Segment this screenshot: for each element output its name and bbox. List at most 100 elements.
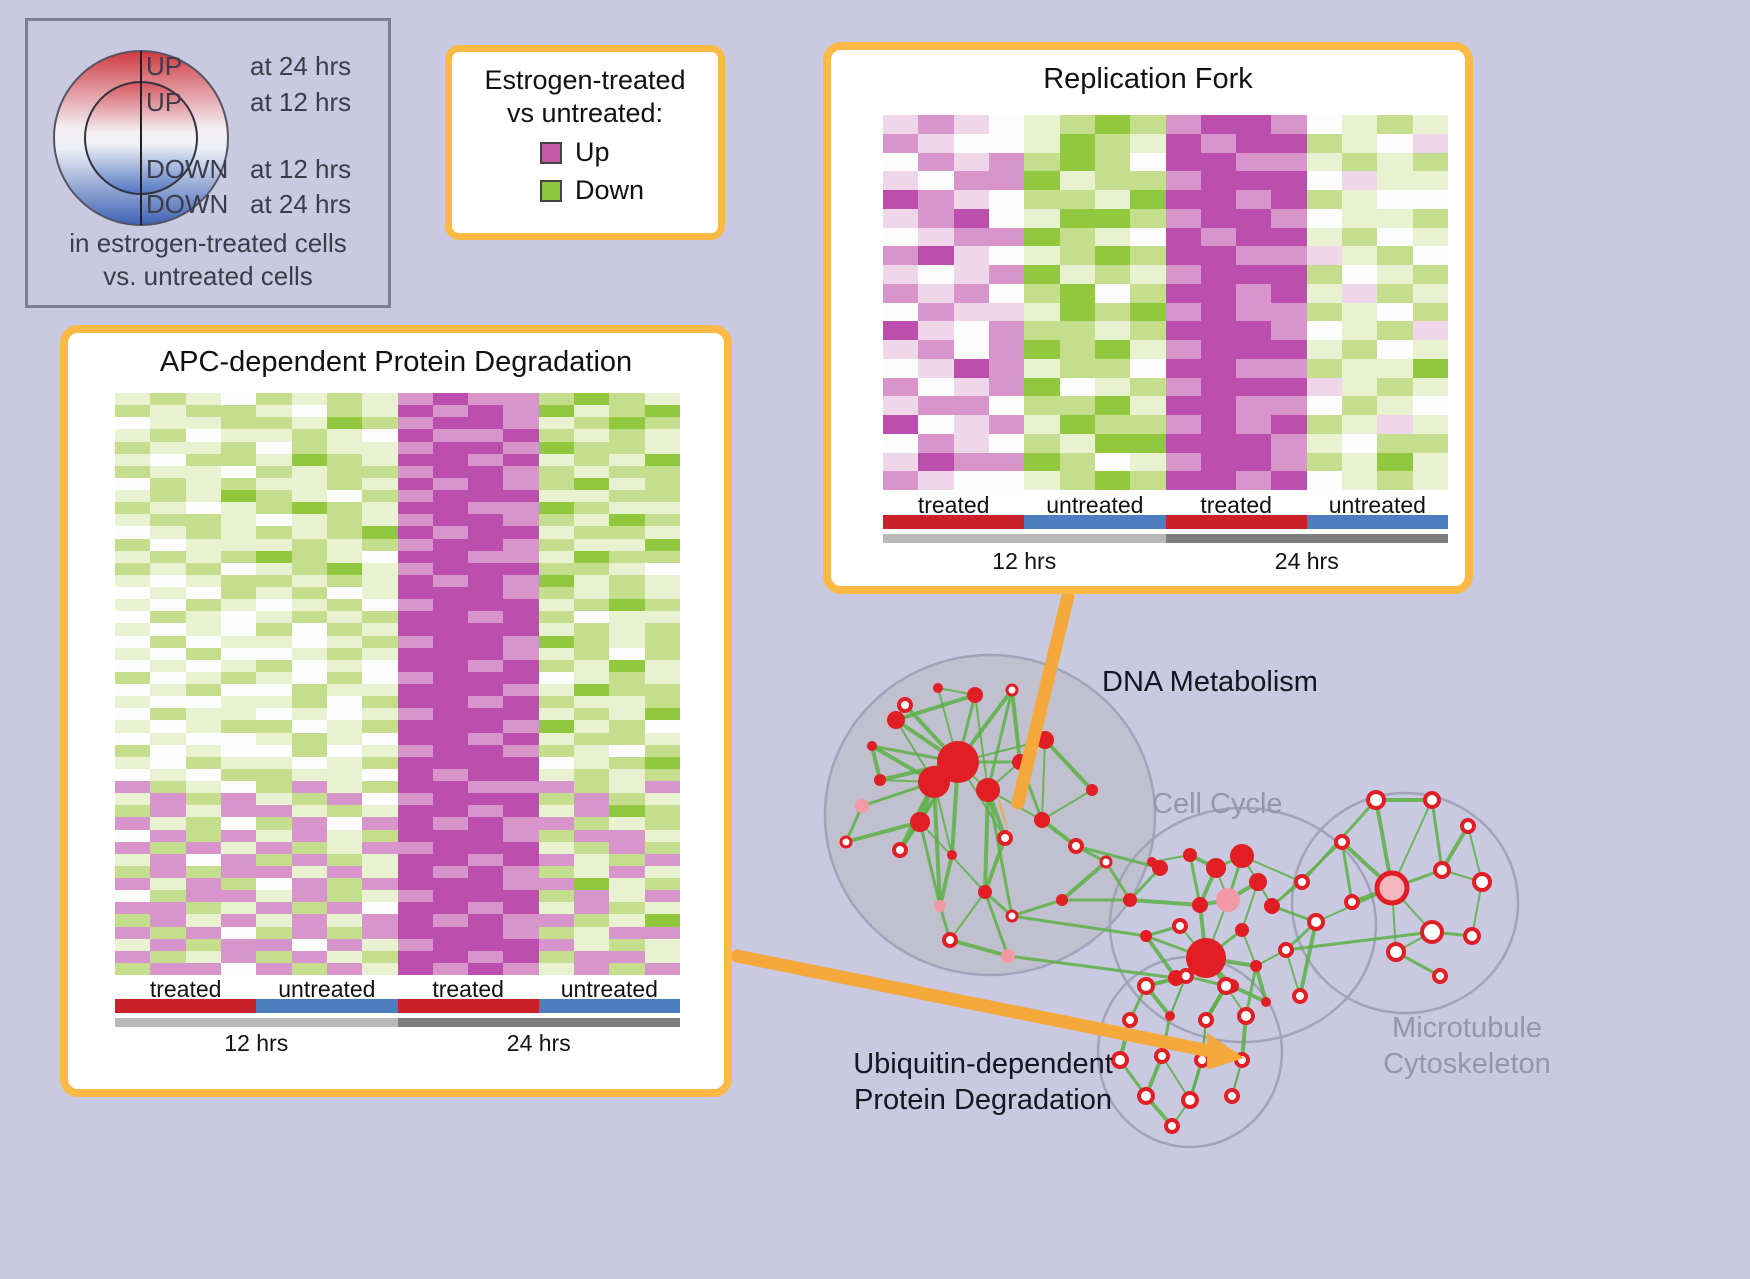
heatmap-cell bbox=[220, 659, 257, 672]
heatmap-cell bbox=[503, 914, 539, 927]
heatmap-cell bbox=[918, 415, 954, 434]
network-node bbox=[1164, 1118, 1180, 1134]
network-edge bbox=[1271, 841, 1343, 907]
heatmap-cell bbox=[432, 465, 469, 478]
heatmap-cell bbox=[362, 599, 398, 612]
heatmap-cell bbox=[150, 865, 186, 878]
network-edge bbox=[986, 688, 1014, 792]
heatmap-cell bbox=[1200, 321, 1237, 340]
heatmap-cell bbox=[609, 429, 645, 442]
heatmap-cell bbox=[115, 659, 151, 672]
heatmap-cell bbox=[1094, 433, 1131, 453]
estrogen-title-line2: vs untreated: bbox=[506, 98, 664, 128]
heatmap-cell bbox=[918, 302, 954, 322]
heatmap-cell bbox=[644, 490, 680, 503]
heatmap-cell bbox=[220, 465, 257, 478]
heatmap-cell bbox=[256, 417, 292, 430]
heatmap-cell bbox=[185, 962, 221, 975]
network-node bbox=[1056, 894, 1068, 906]
heatmap-cell bbox=[574, 781, 610, 794]
heatmap-cell bbox=[1236, 433, 1272, 453]
heatmap-cell bbox=[644, 405, 680, 418]
heatmap-cell bbox=[185, 647, 221, 660]
heatmap-cell bbox=[644, 453, 680, 466]
heatmap-cell bbox=[468, 550, 504, 563]
heatmap-cell bbox=[432, 950, 469, 963]
network-node bbox=[942, 932, 958, 948]
heatmap-cell bbox=[574, 502, 610, 515]
heatmap-cell bbox=[326, 865, 363, 878]
heatmap-cell bbox=[150, 574, 186, 587]
heatmap-cell bbox=[150, 405, 186, 418]
heatmap-cell bbox=[220, 926, 257, 939]
heatmap-cell bbox=[1059, 265, 1095, 284]
heatmap-cell bbox=[574, 708, 610, 721]
heatmap-cell bbox=[503, 635, 539, 648]
heatmap-cell bbox=[574, 732, 610, 745]
heatmap-cell bbox=[468, 962, 504, 975]
heatmap-cell bbox=[468, 805, 504, 818]
heatmap-cell bbox=[115, 744, 151, 757]
heatmap-cell bbox=[918, 396, 954, 415]
heatmap-cell bbox=[1412, 171, 1448, 190]
heatmap-cell bbox=[291, 829, 327, 842]
heatmap-cell bbox=[150, 562, 186, 575]
heatmap-cell bbox=[1130, 433, 1166, 453]
heatmap-cell bbox=[468, 732, 504, 745]
heatmap-cell bbox=[362, 405, 398, 418]
heatmap-cell bbox=[397, 938, 433, 951]
heatmap-cell bbox=[432, 962, 469, 975]
heatmap-cell bbox=[883, 433, 919, 453]
heatmap-cell bbox=[1094, 265, 1131, 284]
heatmap-cell bbox=[432, 793, 469, 806]
heatmap-cell bbox=[115, 865, 151, 878]
heatmap-cell bbox=[1377, 246, 1413, 265]
heatmap-cell bbox=[1130, 115, 1166, 134]
heatmap-cell bbox=[609, 805, 645, 818]
network-edge bbox=[1298, 920, 1318, 998]
heatmap-cell bbox=[291, 441, 327, 454]
heatmap-cell bbox=[503, 647, 539, 660]
legend-line-down-24: DOWN at 24 hrs bbox=[146, 189, 351, 220]
heatmap-cell bbox=[609, 453, 645, 466]
heatmap-cell bbox=[574, 441, 610, 454]
heatmap-cell bbox=[326, 756, 363, 769]
heatmap-cell bbox=[503, 926, 539, 939]
heatmap-cell bbox=[1306, 133, 1343, 153]
heatmap-cell bbox=[883, 227, 919, 247]
heatmap-cell bbox=[1306, 415, 1343, 434]
heatmap-cell bbox=[362, 817, 398, 830]
heatmap-cell bbox=[220, 829, 257, 842]
heatmap-cell bbox=[883, 452, 919, 472]
heatmap-cell bbox=[1059, 246, 1095, 265]
heatmap-cell bbox=[1306, 302, 1343, 322]
heatmap-cell bbox=[1377, 377, 1413, 397]
network-node bbox=[1099, 855, 1113, 869]
heatmap-cell bbox=[150, 635, 186, 648]
heatmap-cell bbox=[1342, 265, 1378, 284]
heatmap-cell bbox=[150, 502, 186, 515]
heatmap-cell bbox=[644, 550, 680, 563]
heatmap-cell bbox=[1236, 377, 1272, 397]
heatmap-cell bbox=[220, 429, 257, 442]
heatmap-cell bbox=[115, 841, 151, 854]
heatmap-cell bbox=[1130, 133, 1166, 153]
heatmap-cell bbox=[397, 696, 433, 709]
heatmap-cell bbox=[1412, 377, 1448, 397]
heatmap-cell bbox=[291, 890, 327, 903]
heatmap-cell bbox=[918, 452, 954, 472]
heatmap-cell bbox=[1165, 133, 1201, 153]
heatmap-cell bbox=[503, 453, 539, 466]
heatmap-cell bbox=[397, 890, 433, 903]
heatmap-cell bbox=[185, 781, 221, 794]
heatmap-cell bbox=[326, 550, 363, 563]
heatmap-cell bbox=[150, 393, 186, 406]
heatmap-cell bbox=[432, 914, 469, 927]
heatmap-cell bbox=[115, 878, 151, 891]
heatmap-cell bbox=[609, 914, 645, 927]
heatmap-cell bbox=[185, 538, 221, 551]
heatmap-cell bbox=[1271, 265, 1307, 284]
heatmap-cell bbox=[291, 708, 327, 721]
heatmap-cell bbox=[609, 732, 645, 745]
heatmap-cell bbox=[468, 647, 504, 660]
